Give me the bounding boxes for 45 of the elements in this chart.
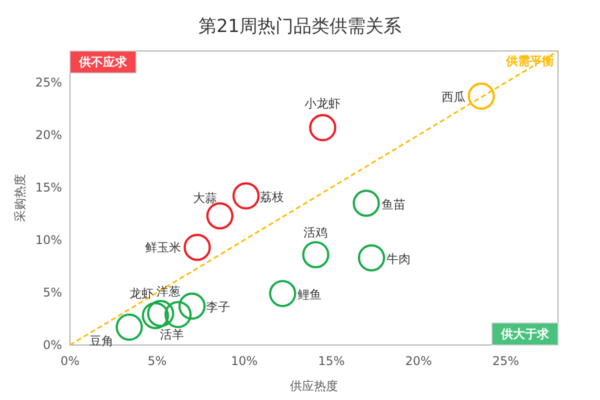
y-tick-label: 0%: [42, 338, 62, 352]
annotation: 小龙虾: [304, 96, 341, 111]
point: [269, 280, 296, 308]
annotation: 鲤鱼: [298, 288, 322, 302]
point: [178, 292, 206, 320]
point: [468, 82, 495, 110]
x-tick-label: 25%: [492, 354, 520, 368]
point: [147, 300, 174, 328]
y-tick-label: 10%: [35, 233, 62, 247]
point: [206, 202, 234, 230]
annotation: 洋葱: [156, 284, 181, 298]
annotation: 活羊: [160, 328, 184, 342]
x-tick-label: 10%: [230, 354, 258, 368]
x-tick-label: 20%: [405, 354, 432, 368]
point: [352, 190, 380, 217]
annotation: 豆角: [89, 334, 114, 348]
point: [142, 302, 169, 330]
x-tick-label: 5%: [148, 354, 167, 368]
x-tick-label: 0%: [60, 354, 80, 368]
annotation: 鱼苗: [381, 197, 406, 212]
point: [232, 182, 260, 210]
annotation: 龙虾: [129, 286, 154, 301]
y-tick-label: 15%: [35, 180, 62, 194]
annotation: 鲜玉米: [145, 240, 182, 254]
point: [302, 241, 330, 268]
point: [116, 314, 143, 341]
annotation: 供大于求: [500, 327, 550, 341]
y-tick-label: 25%: [35, 76, 62, 90]
point: [184, 234, 211, 261]
annotation: 供不应求: [78, 55, 128, 69]
annotation: 荔枝: [260, 190, 284, 204]
annotation: 活鸡: [304, 226, 328, 240]
annotation: 牛肉: [386, 252, 411, 266]
annotation: 大蒜: [192, 190, 217, 205]
point: [358, 244, 386, 272]
annotation: 西瓜: [441, 90, 466, 104]
x-axis-title: 供应热度: [290, 379, 338, 393]
annotation: 李子: [206, 300, 230, 314]
x-tick-label: 15%: [318, 354, 345, 368]
point: [164, 300, 192, 328]
y-tick-label: 5%: [42, 286, 62, 300]
chart-title: 第21周热门品类供需关系: [198, 16, 402, 37]
y-axis-title: 采购热度: [13, 174, 27, 222]
y-tick-label: 20%: [35, 128, 62, 142]
point: [309, 114, 336, 142]
